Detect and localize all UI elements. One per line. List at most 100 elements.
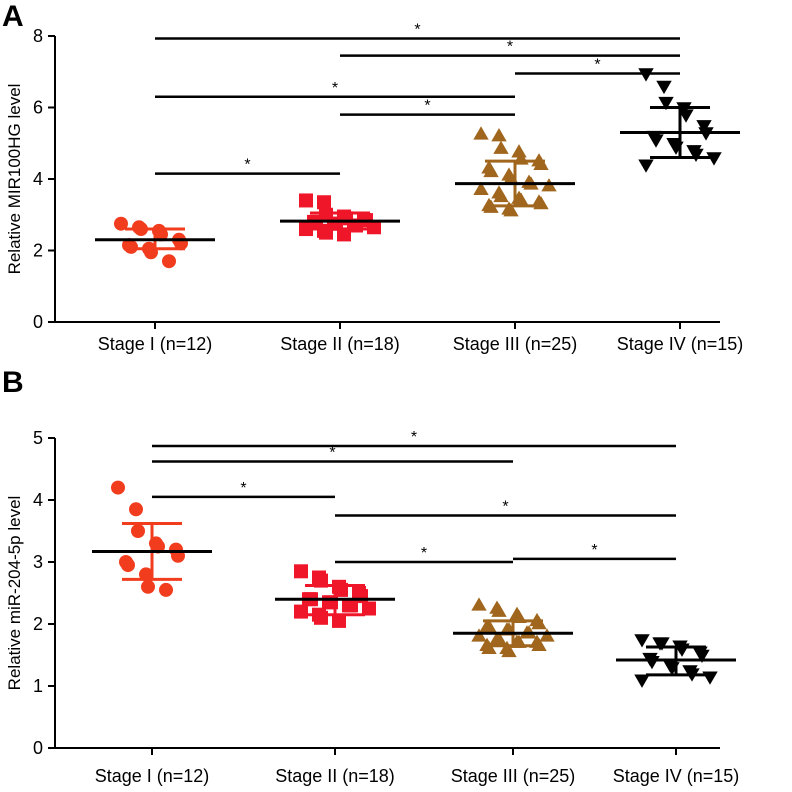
data-point xyxy=(658,96,674,111)
x-tick-label: Stage IV (n=15) xyxy=(613,766,740,786)
significance-star: * xyxy=(421,545,427,562)
x-tick-label: Stage I (n=12) xyxy=(98,334,213,354)
series-stage-ii xyxy=(275,564,395,628)
data-point xyxy=(531,615,547,630)
data-point xyxy=(694,649,710,664)
y-tick-label: 2 xyxy=(33,241,43,261)
data-point xyxy=(159,582,173,597)
data-point xyxy=(634,674,650,688)
data-point xyxy=(124,239,138,254)
y-tick-label: 4 xyxy=(33,169,43,189)
data-point xyxy=(493,188,509,203)
data-point xyxy=(129,502,143,517)
data-point xyxy=(491,128,507,142)
data-point xyxy=(154,227,168,242)
data-point xyxy=(471,628,487,642)
data-point xyxy=(656,80,672,95)
data-point xyxy=(539,628,555,642)
data-point xyxy=(294,564,308,579)
x-tick-label: Stage I (n=12) xyxy=(95,766,210,786)
data-point xyxy=(503,203,519,217)
x-tick-label: Stage IV (n=15) xyxy=(617,334,744,354)
panel-B: B 0 1 2 3 4 5 Stage I (n=12) Stage II (n=18) Stag… xyxy=(2,366,739,786)
y-axis-label: Relative miR-204-5p level xyxy=(5,496,24,691)
data-point xyxy=(481,619,497,633)
data-point xyxy=(121,558,135,573)
data-point xyxy=(344,598,358,613)
significance-star: * xyxy=(502,499,508,516)
significance-star: * xyxy=(414,22,420,39)
data-point xyxy=(513,192,529,206)
significance-star: * xyxy=(329,445,335,462)
data-point xyxy=(706,152,722,166)
significance-star: * xyxy=(240,480,246,497)
data-point xyxy=(367,220,381,235)
y-tick-label: 2 xyxy=(33,614,43,634)
data-point xyxy=(644,655,660,670)
data-point xyxy=(638,159,654,173)
significance-star: * xyxy=(424,98,430,115)
series-stage-iv xyxy=(616,634,736,688)
data-point xyxy=(634,634,650,648)
series-stage-ii xyxy=(280,193,400,242)
data-point xyxy=(483,163,499,178)
significance-star: * xyxy=(244,157,250,174)
data-point xyxy=(491,603,507,617)
data-point xyxy=(299,193,313,208)
data-point xyxy=(638,68,654,82)
y-tick-label: 6 xyxy=(33,98,43,118)
series-stage-iv xyxy=(620,68,740,173)
significance-star: * xyxy=(411,429,417,446)
significance-star: * xyxy=(332,80,338,97)
data-point xyxy=(294,604,308,619)
y-tick-label: 8 xyxy=(33,26,43,46)
data-point xyxy=(493,140,509,154)
data-point xyxy=(473,181,489,195)
data-point xyxy=(491,631,507,645)
series-stage-i xyxy=(95,216,215,269)
y-tick-label: 3 xyxy=(33,552,43,572)
y-tick-label: 5 xyxy=(33,428,43,448)
y-tick-label: 0 xyxy=(33,738,43,758)
data-point xyxy=(501,643,517,658)
data-point xyxy=(471,597,487,611)
data-point xyxy=(314,610,328,625)
series-stage-iii xyxy=(453,597,573,658)
x-tick-label: Stage II (n=18) xyxy=(280,334,400,354)
data-point xyxy=(299,222,313,237)
data-point xyxy=(114,216,128,231)
y-tick-label: 4 xyxy=(33,490,43,510)
data-point xyxy=(337,227,351,242)
significance-star: * xyxy=(507,39,513,56)
y-axis-label: Relative MIR100HG level xyxy=(5,84,24,275)
series-stage-iii xyxy=(455,126,575,217)
data-point xyxy=(362,601,376,616)
data-point xyxy=(162,254,176,269)
data-point xyxy=(473,126,489,140)
x-tick-label: Stage II (n=18) xyxy=(275,766,395,786)
x-tick-label: Stage III (n=25) xyxy=(451,766,576,786)
data-point xyxy=(678,109,694,123)
data-point xyxy=(511,144,527,158)
panel-A: A 0 2 4 6 8 Stage I (n=12) Stage II (n=18) Stage… xyxy=(2,0,743,354)
series-stage-i xyxy=(92,480,212,597)
panel-label: A xyxy=(2,0,24,33)
data-point xyxy=(332,613,346,628)
y-tick-label: 1 xyxy=(33,676,43,696)
data-point xyxy=(696,120,712,134)
panel-label: B xyxy=(2,366,24,399)
data-point xyxy=(131,524,145,538)
data-point xyxy=(648,134,664,148)
data-point xyxy=(481,640,497,655)
data-point xyxy=(654,637,670,651)
significance-star: * xyxy=(594,57,600,74)
data-point xyxy=(141,579,155,594)
y-tick-label: 0 xyxy=(33,312,43,332)
x-tick-label: Stage III (n=25) xyxy=(453,334,578,354)
data-point xyxy=(533,156,549,170)
data-point xyxy=(111,480,125,495)
data-point xyxy=(702,671,718,685)
data-point xyxy=(317,195,331,210)
significance-star: * xyxy=(591,542,597,559)
